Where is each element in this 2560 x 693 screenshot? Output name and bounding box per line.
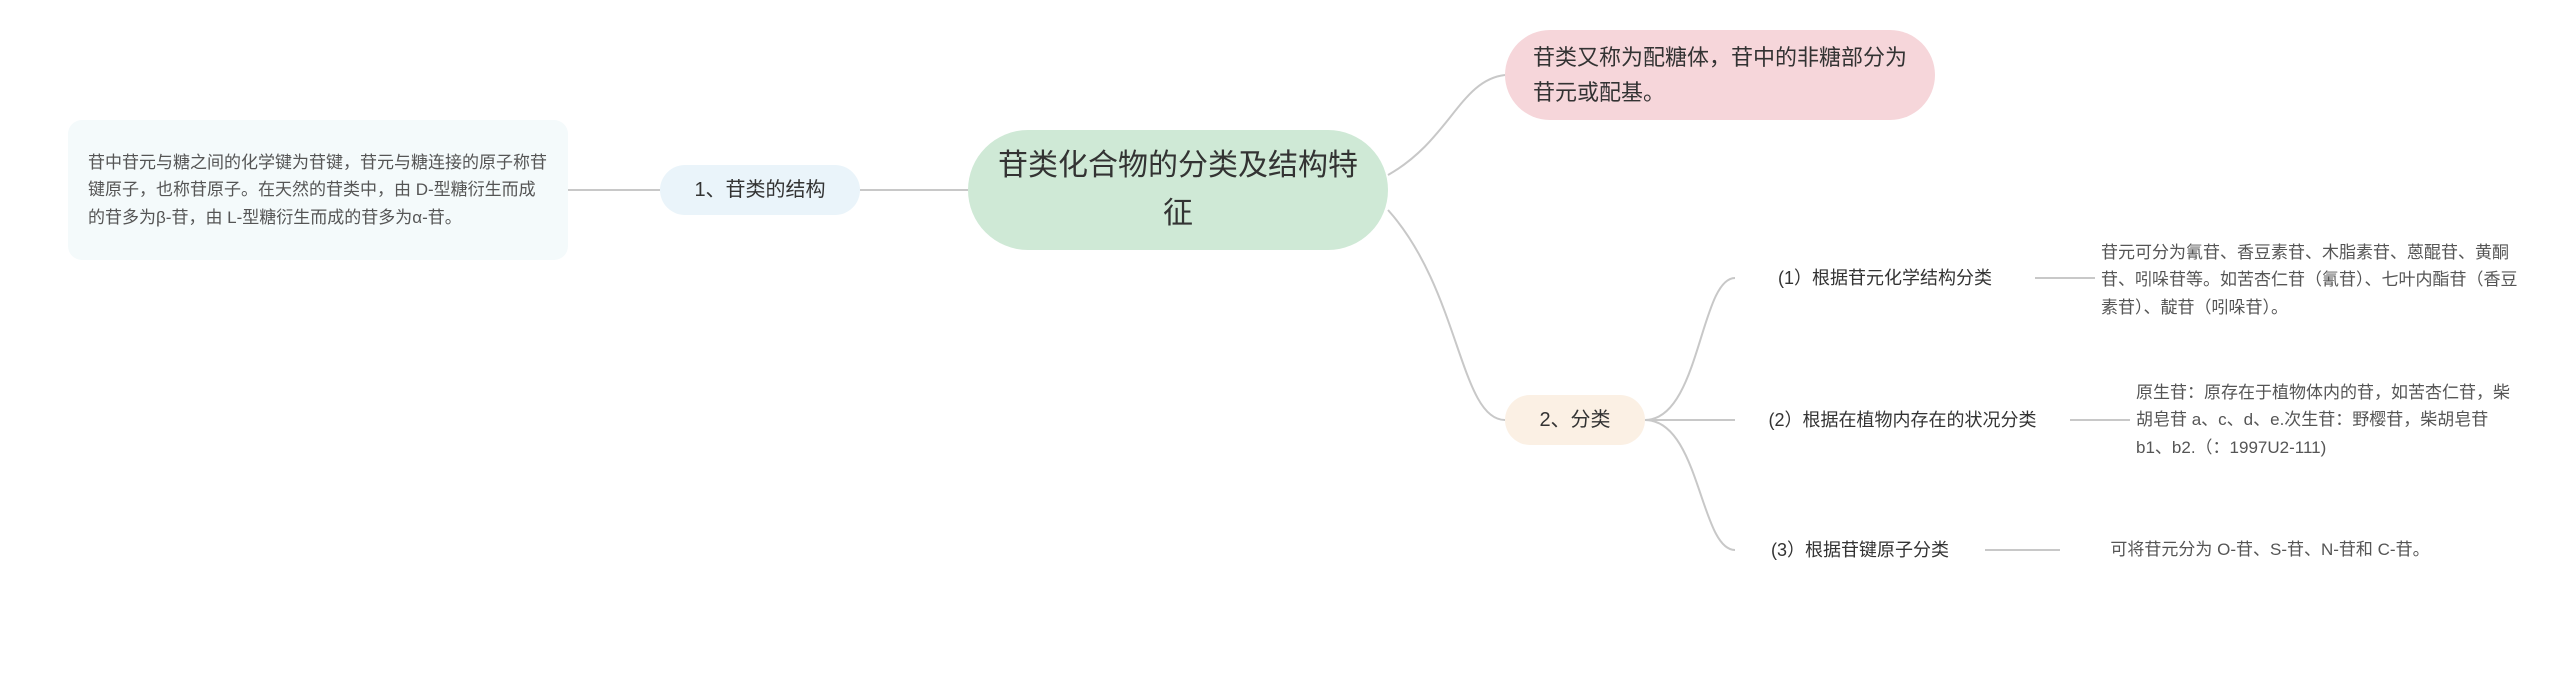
edge-branch2-sub1	[1645, 278, 1735, 420]
branch2-sub2-detail-node[interactable]: 原生苷：原存在于植物体内的苷，如苦杏仁苷，柴胡皂苷 a、c、d、e.次生苷：野樱…	[2130, 370, 2525, 470]
branch1-detail-node[interactable]: 苷中苷元与糖之间的化学键为苷键，苷元与糖连接的原子称苷键原子，也称苷原子。在天然…	[68, 120, 568, 260]
branch2-sub3-node[interactable]: (3）根据苷键原子分类	[1735, 530, 1985, 570]
branch2-sub3-detail-node[interactable]: 可将苷元分为 O-苷、S-苷、N-苷和 C-苷。	[2060, 530, 2480, 570]
root-node[interactable]: 苷类化合物的分类及结构特征	[968, 130, 1388, 250]
definition-node[interactable]: 苷类又称为配糖体，苷中的非糖部分为苷元或配基。	[1505, 30, 1935, 120]
branch2-sub2-node[interactable]: (2）根据在植物内存在的状况分类	[1735, 400, 2070, 440]
branch1-node[interactable]: 1、苷类的结构	[660, 165, 860, 215]
mindmap-stage: 苷类化合物的分类及结构特征 苷类又称为配糖体，苷中的非糖部分为苷元或配基。 1、…	[0, 0, 2560, 693]
edge-root-definition	[1388, 75, 1505, 175]
edge-branch2-sub3	[1645, 420, 1735, 550]
branch2-sub1-node[interactable]: (1）根据苷元化学结构分类	[1735, 258, 2035, 298]
edge-root-branch2	[1388, 210, 1505, 420]
connector-layer	[0, 0, 2560, 693]
branch2-node[interactable]: 2、分类	[1505, 395, 1645, 445]
branch2-sub1-detail-node[interactable]: 苷元可分为氰苷、香豆素苷、木脂素苷、蒽醌苷、黄酮苷、吲哚苷等。如苦杏仁苷（氰苷）…	[2095, 215, 2525, 345]
